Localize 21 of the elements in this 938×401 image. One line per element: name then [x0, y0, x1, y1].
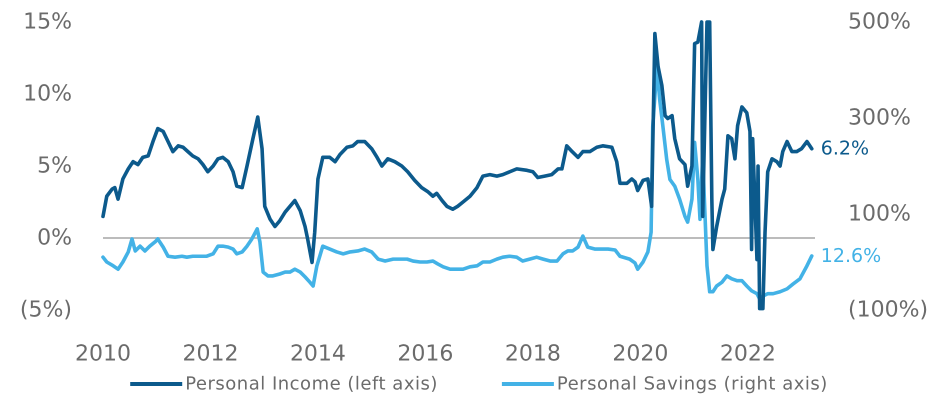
data-label: 6.2%	[820, 138, 870, 160]
y-tick-label: (5%)	[20, 298, 72, 322]
x-tick-label: 2010	[75, 342, 131, 366]
legend-label: Personal Income (left axis)	[185, 374, 438, 394]
x-tick-label: 2012	[182, 342, 238, 366]
x-tick-label: 2016	[397, 342, 454, 366]
y2-tick-label: 300%	[848, 106, 911, 130]
x-tick-label: 2018	[504, 342, 561, 366]
data-label: 12.6%	[820, 244, 882, 267]
y2-tick-label: 100%	[848, 202, 911, 226]
x-tick-label: 2020	[612, 342, 668, 366]
x-tick-label: 2014	[290, 342, 346, 366]
y2-tick-label: (100%)	[848, 298, 928, 322]
y-tick-label: 5%	[37, 154, 72, 178]
y-tick-label: 10%	[23, 82, 72, 106]
y2-tick-label: 500%	[848, 10, 911, 34]
legend-label: Personal Savings (right axis)	[556, 374, 828, 394]
x-tick-label: 2022	[720, 342, 776, 366]
y-tick-label: 0%	[37, 226, 72, 250]
y-tick-label: 15%	[23, 10, 72, 34]
line-series	[101, 20, 814, 310]
